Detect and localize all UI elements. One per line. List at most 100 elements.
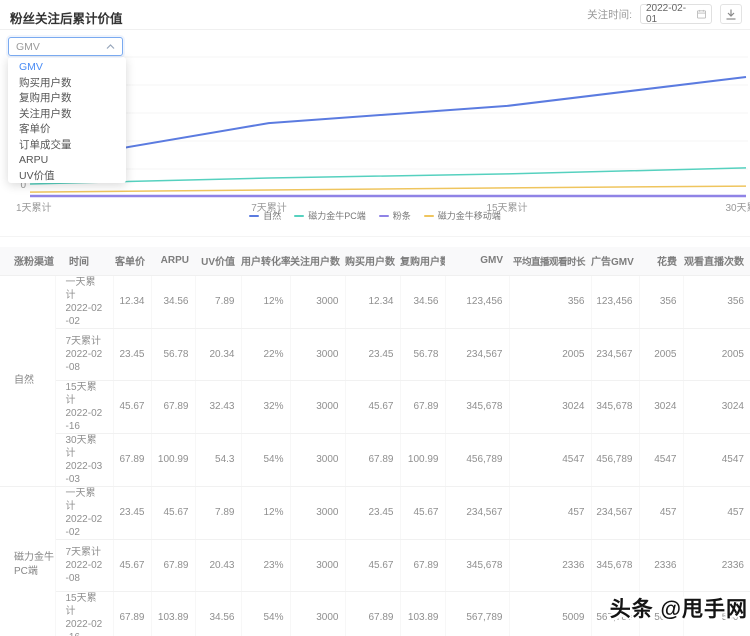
- table-cell: 2336: [639, 539, 684, 592]
- table-cell: 20.43: [195, 539, 242, 592]
- chart-line: [29, 185, 747, 193]
- legend-label: 粉条: [392, 211, 411, 221]
- table-cell: 12%: [241, 486, 291, 540]
- table-cell: 2336: [683, 539, 750, 592]
- dropdown-option[interactable]: GMV: [19, 61, 43, 73]
- table-cell: 67.89: [400, 539, 446, 592]
- table-cell: 45.67: [345, 539, 401, 592]
- legend-marker: [294, 214, 305, 217]
- dropdown-option[interactable]: 购买用户数: [19, 76, 72, 89]
- column-header: 观看直播次数: [683, 247, 750, 276]
- table-cell: 34.56: [151, 275, 196, 329]
- table-cell: 457: [509, 486, 592, 540]
- table-cell: 4547: [683, 433, 750, 487]
- table-cell: 12.34: [345, 275, 401, 329]
- chart-line: [29, 167, 747, 185]
- column-header: 关注用户数: [290, 247, 345, 276]
- dropdown-option[interactable]: UV价值: [19, 169, 55, 182]
- table-cell: 23.45: [345, 328, 401, 381]
- table-cell: 345,678: [445, 539, 510, 592]
- legend-marker: [249, 214, 260, 217]
- table-cell: 3000: [290, 486, 346, 540]
- legend-item[interactable]: 自然: [249, 209, 281, 222]
- table-row: 7天累计 2022-02-08 45.67 67.89 20.43 23% 3000 45.6…: [0, 539, 750, 592]
- data-table: 涨粉渠道 时间 客单价 ARPU UV价值 用户转化率 关注用户数 购买用户数 复购用户数 GMV…: [0, 247, 750, 636]
- dropdown-option[interactable]: 关注用户数: [19, 107, 72, 120]
- date-picker[interactable]: 2022-02-01: [640, 3, 712, 25]
- table-cell: 100.99: [151, 433, 196, 487]
- column-header: 复购用户数: [400, 247, 445, 276]
- table-cell: 45.67: [400, 486, 446, 540]
- table-cell: 45.67: [113, 380, 152, 434]
- table-cell: 56.78: [151, 328, 196, 381]
- table-cell: 234,567: [591, 328, 640, 381]
- table-row: 7天累计 2022-02-08 23.45 56.78 20.34 22% 3000 23.4…: [0, 328, 750, 381]
- table-cell: 3000: [290, 433, 346, 487]
- table-cell: 67.89: [400, 380, 446, 434]
- top-bar: 粉丝关注后累计价值 关注时间: 2022-02-01: [0, 0, 750, 30]
- table-cell: 54%: [241, 433, 291, 487]
- dropdown-option[interactable]: 客单价: [19, 123, 51, 135]
- table-cell: 23.45: [113, 328, 152, 381]
- table-row: 自然 一天累计 2022-02-02 12.34 34.56 7.89 12% 3000 12.…: [0, 275, 750, 487]
- table-cell: 2005: [683, 328, 750, 381]
- legend-item[interactable]: 粉条: [378, 209, 411, 222]
- legend-label: 磁力金牛PC端: [308, 211, 366, 221]
- legend-label: 磁力金牛移动端: [437, 211, 501, 221]
- legend-item[interactable]: 磁力金牛PC端: [294, 209, 366, 222]
- column-header: 购买用户数: [345, 247, 400, 276]
- table-cell: 234,567: [445, 328, 510, 381]
- dropdown-option[interactable]: ARPU: [19, 154, 49, 166]
- table-cell: 32%: [241, 380, 291, 434]
- table-cell: 356: [509, 275, 592, 329]
- table-cell: 4547: [639, 433, 684, 487]
- legend-marker: [423, 214, 434, 217]
- table-cell: 3000: [290, 380, 346, 434]
- table-cell: 3000: [290, 539, 346, 592]
- table-cell: 456,789: [591, 433, 640, 487]
- metric-dropdown: GMV 购买用户数复购用户数关注用户数客单价订单成交量 ARPU UV价值: [8, 57, 126, 183]
- table-cell: 234,567: [445, 486, 510, 540]
- x-axis-label: 15天累计: [486, 203, 528, 214]
- column-header: 广告GMV: [591, 247, 639, 276]
- metric-select[interactable]: GMV: [8, 37, 123, 56]
- table-row: 15天累计2022-02-1667.89103.8934.5654%300067…: [0, 591, 750, 636]
- table-cell: 3024: [639, 380, 684, 434]
- table-cell: 3024: [683, 380, 750, 434]
- table-cell: 2336: [509, 539, 592, 592]
- dropdown-option[interactable]: 订单成交量: [19, 138, 72, 151]
- table-cell: 345,678: [591, 539, 640, 592]
- download-button[interactable]: [720, 4, 742, 24]
- table-cell: 2005: [509, 328, 592, 381]
- table-header-row: 涨粉渠道 时间 客单价 ARPU UV价值 用户转化率 关注用户数 购买用户数 复购用户数 GMV…: [0, 247, 750, 276]
- toolbar-right: 关注时间: 2022-02-01: [587, 3, 742, 25]
- date-value: 2022-02-01: [646, 3, 687, 25]
- column-header: UV价值: [195, 247, 241, 276]
- column-header: 花费: [639, 247, 683, 276]
- table-cell: 3000: [290, 591, 346, 636]
- chart-legend: 自然 磁力金牛PC端 粉条 磁力金牛移动端: [0, 209, 750, 222]
- table-cell: 34.56: [400, 275, 446, 329]
- time-cell: 7天累计 2022-02-08: [55, 328, 114, 381]
- table-cell: 23.45: [345, 486, 401, 540]
- legend-item[interactable]: 磁力金牛移动端: [423, 209, 501, 222]
- calendar-icon: [697, 9, 706, 19]
- table-cell: 356: [683, 275, 750, 329]
- table-cell: 32.43: [195, 380, 242, 434]
- table-cell: 345,678: [591, 380, 640, 434]
- table-cell: 100.99: [400, 433, 446, 487]
- table-cell: 7.89: [195, 275, 242, 329]
- download-icon: [726, 9, 736, 20]
- table-cell: 54%: [241, 591, 291, 636]
- chart-gridlines: [30, 56, 748, 170]
- table-cell: 4547: [509, 433, 592, 487]
- time-cell: 7天累计 2022-02-08: [55, 539, 114, 592]
- table-cell: 356: [639, 275, 684, 329]
- table-cell: 2005: [639, 328, 684, 381]
- dropdown-option[interactable]: 复购用户数: [19, 92, 72, 104]
- section-divider: [0, 236, 750, 237]
- table-cell: 67.89: [113, 591, 152, 636]
- column-header: 平均直播观看时长: [509, 247, 591, 276]
